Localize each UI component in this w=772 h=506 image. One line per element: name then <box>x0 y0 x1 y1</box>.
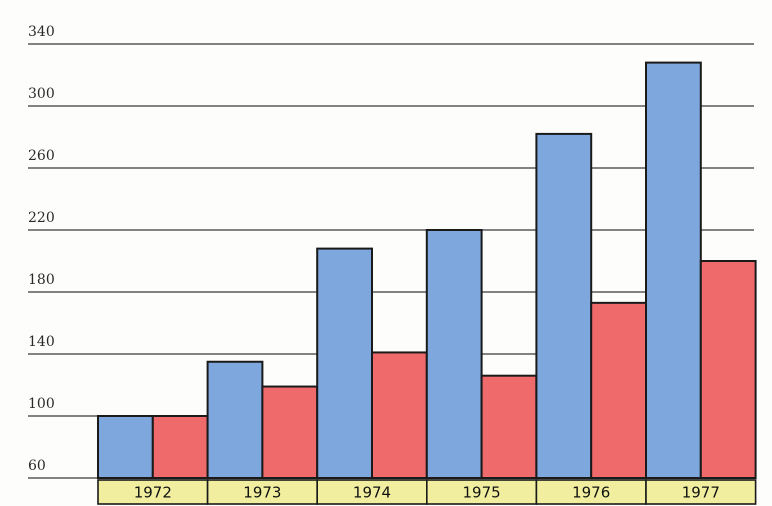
y-tick-label-180: 180 <box>28 272 55 288</box>
y-tick-label-100: 100 <box>28 396 55 412</box>
y-tick-label-60: 60 <box>28 458 46 474</box>
category-label-1975: 1975 <box>463 484 501 502</box>
x-axis-category-labels: 1972 1973 1974 1975 1976 1977 <box>97 479 757 505</box>
category-box-1972 <box>97 479 209 505</box>
bars <box>97 61 757 480</box>
bar-1973-series-1 <box>206 360 264 479</box>
y-axis-tick-labels: 60 100 140 180 220 260 300 340 <box>28 24 55 474</box>
bar-1975-series-1 <box>425 229 483 479</box>
category-label-1973: 1973 <box>243 484 281 502</box>
bar-1974-series-1 <box>316 247 374 479</box>
bar-1977-series-2 <box>699 260 757 479</box>
y-tick-label-260: 260 <box>28 148 55 164</box>
category-box-1977 <box>645 479 757 505</box>
y-tick-label-300: 300 <box>28 86 55 102</box>
y-tick-label-340: 340 <box>28 24 55 40</box>
bar-1977-series-1 <box>645 61 702 479</box>
bar-1972-series-2 <box>151 415 209 479</box>
category-label-1976: 1976 <box>572 484 610 502</box>
bar-1974-series-2 <box>371 351 428 480</box>
bar-1976-series-1 <box>535 132 593 479</box>
y-tick-label-220: 220 <box>28 210 55 226</box>
bar-1972-series-1 <box>97 415 154 479</box>
category-label-1972: 1972 <box>134 484 172 502</box>
category-label-1974: 1974 <box>353 484 391 502</box>
y-tick-label-140: 140 <box>28 334 55 350</box>
bar-1975-series-2 <box>480 374 538 480</box>
category-label-1977: 1977 <box>682 484 720 502</box>
category-box-1973 <box>206 479 319 505</box>
bar-1976-series-2 <box>590 301 648 479</box>
bar-1973-series-2 <box>261 385 319 479</box>
